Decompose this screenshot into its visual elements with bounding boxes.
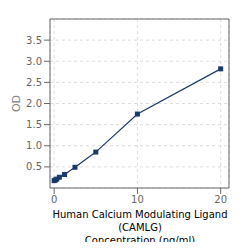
- svg-text:1.0: 1.0: [26, 140, 42, 151]
- svg-text:10: 10: [131, 194, 144, 205]
- svg-text:3.0: 3.0: [26, 56, 42, 67]
- svg-text:0: 0: [51, 194, 57, 205]
- svg-text:3.5: 3.5: [26, 35, 42, 46]
- svg-text:0.5: 0.5: [26, 161, 42, 172]
- html-text:Concentration (ng/ml): Concentration (ng/ml): [84, 235, 196, 246]
- svg-text:2.0: 2.0: [26, 98, 42, 109]
- svg-text:1.5: 1.5: [26, 119, 42, 130]
- svg-text:2.5: 2.5: [26, 77, 42, 88]
- svg-text:20: 20: [214, 194, 227, 205]
- html-text:Human Calcium Modulating Ligan: Human Calcium Modulating Ligand (CAMLG): [52, 209, 228, 233]
- svg-text:OD: OD: [10, 95, 23, 112]
